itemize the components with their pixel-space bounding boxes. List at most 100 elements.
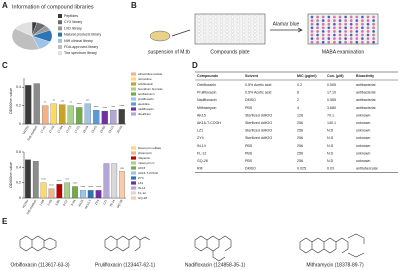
- table-cell: PBS: [245, 151, 253, 155]
- table-cell: unknown: [356, 113, 370, 117]
- well: [208, 40, 212, 44]
- bar: [76, 107, 83, 125]
- table-cell: Sterilized ddH2O: [245, 129, 272, 133]
- bar: [67, 105, 74, 125]
- well: [316, 19, 320, 23]
- bar: [50, 103, 57, 125]
- table-cell: PBS: [245, 159, 253, 163]
- well: [372, 33, 376, 37]
- table-cell: Nadifloxacin: [197, 98, 217, 102]
- table-cell: 256: [297, 121, 303, 125]
- table-cell: AK15: [197, 113, 206, 117]
- x-tick-label: 17-A3: [48, 125, 56, 134]
- well: [344, 22, 348, 26]
- legend-label: NIH clinical library: [64, 39, 93, 43]
- table-cell: N.D: [327, 159, 334, 163]
- compound-caption: Mithramycin (18378-89-7): [306, 262, 364, 268]
- well: [231, 15, 235, 19]
- structures: [19, 233, 365, 262]
- bar: [48, 188, 55, 199]
- well: [361, 33, 364, 37]
- table-cell: LZ1: [197, 129, 203, 133]
- pie-slice: [11, 28, 40, 51]
- molecule: [299, 233, 365, 258]
- legend-swatch: [131, 97, 136, 101]
- well: [242, 30, 246, 33]
- well: [231, 33, 235, 37]
- well: [259, 40, 263, 44]
- well: [253, 19, 257, 23]
- well: [242, 15, 246, 19]
- well: [372, 22, 376, 26]
- well: [321, 22, 325, 26]
- well: [247, 40, 251, 44]
- x-tick-label: H37Rv: [21, 198, 29, 208]
- significance: ****: [77, 102, 83, 106]
- well: [310, 15, 314, 19]
- y-tick-label: 0.2: [16, 104, 21, 108]
- well: [225, 37, 229, 40]
- well: [344, 33, 348, 37]
- significance: ***: [65, 177, 69, 181]
- significance: ****: [102, 106, 108, 110]
- legend-swatch: [58, 26, 62, 31]
- table-cell: antitubercular: [356, 167, 379, 171]
- well: [259, 26, 263, 30]
- well: [208, 22, 212, 26]
- x-tick-label: GQ-28: [116, 199, 124, 209]
- well: [214, 33, 218, 37]
- table-cell: 256: [297, 151, 303, 155]
- legend-swatch: [131, 186, 136, 190]
- legend-label: FL-12: [138, 191, 146, 195]
- well: [361, 22, 364, 26]
- workflow-label: Compounds plate: [210, 49, 249, 55]
- well: [361, 15, 364, 19]
- well: [321, 15, 325, 19]
- table-cell: 0.025: [297, 167, 306, 171]
- well: [366, 30, 370, 33]
- x-tick-label: 1-G8: [38, 199, 45, 207]
- legend-label: nadifloxacin: [138, 107, 154, 111]
- well: [247, 37, 251, 40]
- well: [242, 26, 246, 30]
- well: [225, 40, 229, 44]
- well: [219, 33, 223, 37]
- well: [338, 37, 342, 40]
- panel-letter: C: [2, 61, 8, 70]
- well: [327, 26, 331, 30]
- well: [197, 37, 201, 40]
- well: [349, 40, 353, 44]
- well: [361, 19, 364, 23]
- well: [214, 37, 218, 40]
- well: [372, 40, 376, 44]
- well: [203, 37, 207, 40]
- well: [349, 22, 353, 26]
- well: [225, 22, 229, 26]
- well: [366, 40, 370, 44]
- legend-label: FDA-approved library: [64, 45, 98, 49]
- table-cell: unknown: [356, 144, 370, 148]
- well: [338, 19, 342, 23]
- panel-letter: B: [131, 1, 137, 10]
- well: [344, 26, 348, 30]
- table-cell: unknown: [356, 151, 370, 155]
- molecule: [194, 235, 232, 262]
- well: [327, 19, 331, 23]
- well: [253, 40, 257, 44]
- well: [372, 37, 376, 40]
- well: [219, 40, 223, 44]
- table-cell: N.D: [327, 136, 334, 140]
- well: [338, 33, 342, 37]
- table-cell: antibacterial: [356, 106, 376, 110]
- x-tick-label: ZY4: [94, 199, 100, 206]
- well: [219, 19, 223, 23]
- well: [259, 19, 263, 23]
- well: [349, 15, 353, 19]
- x-tick-label: AK15-T: [84, 199, 93, 210]
- significance: ****: [57, 179, 63, 183]
- well: [236, 26, 240, 30]
- x-tick-label: 17-A2: [39, 125, 47, 134]
- table-cell: 256: [297, 159, 303, 163]
- table-cell: FL-12: [197, 151, 206, 155]
- table-cell: AK15-T-COOH: [197, 121, 221, 125]
